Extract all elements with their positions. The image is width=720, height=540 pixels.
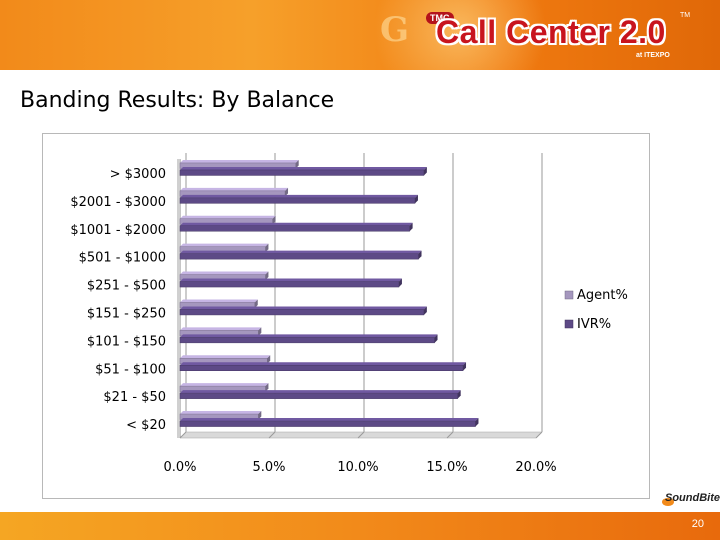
bar-end-agent xyxy=(295,159,299,169)
bar-end-agent xyxy=(265,243,269,253)
bar-end-agent xyxy=(258,327,262,336)
x-gridline-floor xyxy=(268,431,276,439)
bar-top-agent xyxy=(180,215,276,219)
bar-end-agent xyxy=(267,355,271,364)
slide-title: Banding Results: By Balance xyxy=(20,88,335,113)
y-category-label: $2001 - $3000 xyxy=(70,195,166,210)
bar-end-ivr xyxy=(463,362,467,371)
legend-label-agent: Agent% xyxy=(577,288,628,303)
logo-trademark: TM xyxy=(680,12,691,19)
bar-top-ivr xyxy=(180,166,427,170)
y-category-label: $1001 - $2000 xyxy=(70,223,166,238)
x-gridline-floor xyxy=(446,431,454,439)
bar-end-ivr xyxy=(475,418,479,427)
bar-ivr xyxy=(179,225,410,232)
bar-end-agent xyxy=(285,187,289,197)
bar-top-agent xyxy=(180,355,271,359)
y-category-label: $251 - $500 xyxy=(87,279,166,294)
x-gridline-floor xyxy=(357,431,365,439)
bar-ivr xyxy=(179,365,464,371)
bar-end-agent xyxy=(254,299,258,308)
logo-title: Call Center 2.0 xyxy=(436,14,666,50)
bar-ivr xyxy=(179,309,425,316)
bar-top-agent xyxy=(180,411,262,415)
bar-top-ivr xyxy=(180,334,438,338)
page-number: 20 xyxy=(691,518,704,530)
bar-end-ivr xyxy=(409,222,413,232)
bar-ivr xyxy=(179,337,435,344)
event-logo: TMC Call Center 2.0 TM at ITEXPO xyxy=(422,8,702,64)
bar-end-agent xyxy=(272,215,276,225)
bar-end-ivr xyxy=(398,278,402,288)
bar-top-ivr xyxy=(180,306,427,310)
x-tick-label: 10.0% xyxy=(337,460,378,475)
bar-ivr xyxy=(179,197,416,204)
x-tick-label: 20.0% xyxy=(515,460,556,475)
bar-top-agent xyxy=(180,383,269,387)
bar-ivr xyxy=(179,420,476,427)
y-category-label: < $20 xyxy=(126,418,166,433)
brand-name: SoundBite xyxy=(665,492,720,504)
legend-label-ivr: IVR% xyxy=(577,317,611,332)
bar-end-agent xyxy=(265,383,269,392)
bar-top-ivr xyxy=(180,278,402,282)
bar-end-ivr xyxy=(434,334,438,343)
bar-top-agent xyxy=(180,159,299,163)
header-band: G xyxy=(0,0,720,70)
bar-end-ivr xyxy=(457,390,461,399)
bar-ivr xyxy=(179,392,458,399)
bar-top-ivr xyxy=(180,250,422,254)
bar-end-agent xyxy=(265,271,269,281)
bar-top-agent xyxy=(180,299,258,303)
chart-frame: 0.0% 5.0% 10.0% 15.0% 20.0% > $3000 $2001 - $3… xyxy=(42,133,650,499)
x-tick-label: 0.0% xyxy=(163,460,196,475)
header-watermark: G xyxy=(380,10,410,50)
bar-chart: 0.0% 5.0% 10.0% 15.0% 20.0% > $3000 $2001 - $3… xyxy=(70,153,628,475)
y-category-label: > $3000 xyxy=(110,167,166,182)
y-category-label: $51 - $100 xyxy=(95,362,166,377)
y-category-label: $151 - $250 xyxy=(87,306,166,321)
y-category-label: $501 - $1000 xyxy=(79,251,166,266)
legend-swatch-ivr xyxy=(564,319,574,329)
bar-end-ivr xyxy=(418,250,422,260)
x-tick-label: 15.0% xyxy=(426,460,467,475)
bar-top-agent xyxy=(180,187,289,191)
x-gridline-floor xyxy=(179,431,187,439)
bar-end-ivr xyxy=(414,194,418,204)
brand-logo: SoundBite xyxy=(662,490,720,510)
bar-ivr xyxy=(179,253,419,260)
x-gridline-floor xyxy=(535,431,543,439)
footer-band xyxy=(0,512,720,540)
legend-swatch-agent xyxy=(564,290,574,300)
bar-top-ivr xyxy=(180,418,479,422)
bar-top-agent xyxy=(180,243,269,247)
bar-top-ivr xyxy=(180,362,467,366)
bar-top-ivr xyxy=(180,194,418,198)
bar-ivr xyxy=(179,169,425,176)
bar-end-ivr xyxy=(423,166,427,176)
x-tick-label: 5.0% xyxy=(252,460,285,475)
bar-top-agent xyxy=(180,327,262,331)
bar-ivr xyxy=(179,281,400,288)
bar-end-ivr xyxy=(423,306,427,315)
logo-subtitle: at ITEXPO xyxy=(636,52,670,59)
logo-prefix: TMC xyxy=(426,12,454,24)
y-category-label: $21 - $50 xyxy=(103,390,166,405)
bar-top-agent xyxy=(180,271,269,275)
header-decoration xyxy=(360,0,560,70)
bar-end-agent xyxy=(258,411,262,420)
brand-swoosh-icon xyxy=(662,498,674,506)
bar-top-ivr xyxy=(180,390,461,394)
bar-top-ivr xyxy=(180,222,413,226)
y-axis-wall xyxy=(177,159,180,438)
y-category-label: $101 - $150 xyxy=(87,334,166,349)
